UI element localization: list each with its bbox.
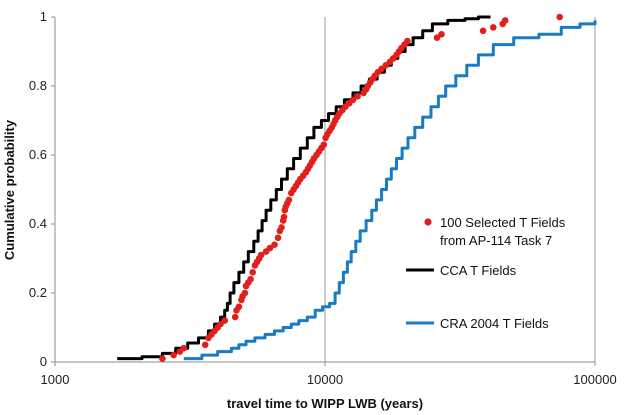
data-point	[320, 141, 328, 148]
data-point	[404, 37, 411, 45]
y-tick-label: 0.6	[29, 147, 47, 162]
grid-lines	[324, 17, 596, 362]
data-point	[247, 275, 254, 283]
data-point	[235, 303, 243, 311]
x-tick-label: 1000	[41, 372, 70, 387]
data-point	[274, 234, 282, 242]
data-point	[170, 351, 177, 359]
legend: 100 Selected T Fields from AP-114 Task 7 C…	[402, 208, 592, 335]
data-point	[241, 289, 249, 297]
data-point	[438, 31, 445, 38]
legend-label: 100 Selected T Fields	[440, 215, 566, 230]
data-point	[285, 196, 293, 204]
data-point	[354, 93, 361, 100]
data-point	[221, 317, 228, 324]
data-point	[159, 355, 166, 362]
legend-label: CCA T Fields	[440, 263, 517, 278]
y-tick-label: 0.4	[29, 216, 47, 231]
data-point	[501, 17, 509, 24]
y-tick-label: 1	[40, 9, 47, 24]
y-axis-title: Cumulative probability	[2, 119, 17, 260]
y-tick-label: 0.8	[29, 78, 47, 93]
y-tick-label: 0.2	[29, 285, 47, 300]
data-point	[180, 344, 188, 352]
legend-backdrop	[402, 208, 592, 250]
x-tick-label: 100000	[573, 372, 616, 387]
data-point	[249, 269, 256, 276]
y-tick-label: 0	[40, 354, 47, 369]
series-scatter-points	[159, 13, 563, 362]
data-point	[201, 341, 209, 349]
series-line-cca-t-fields	[117, 15, 491, 361]
data-point	[280, 213, 288, 221]
x-axis-title: travel time to WIPP LWB (years)	[227, 396, 423, 411]
legend-label: CRA 2004 T Fields	[440, 316, 549, 331]
data-point	[479, 27, 487, 35]
legend-item-100-selected-t-fields-from-ap-114-task-7: 100 Selected T Fields from AP-114 Task 7	[402, 208, 592, 250]
data-point	[433, 34, 441, 41]
legend-item-cra-2004-t-fields: CRA 2004 T Fields	[402, 311, 592, 335]
series-layer	[117, 13, 597, 362]
data-point	[257, 251, 265, 259]
data-point	[278, 224, 285, 231]
data-point	[490, 24, 497, 31]
data-point	[231, 313, 239, 321]
data-point	[271, 241, 278, 248]
data-point	[349, 96, 357, 104]
legend-label: from AP-114 Task 7	[440, 233, 552, 248]
legend-item-cca-t-fields: CCA T Fields	[402, 258, 592, 282]
legend-marker	[424, 218, 432, 226]
tick-labels: 0 0.2 0.4 0.6 0.8 1 1000 10000 100000	[29, 9, 617, 387]
series-line-cra-2004-t-fields	[183, 20, 597, 361]
data-point	[556, 13, 563, 21]
data-point	[266, 244, 274, 252]
x-tick-label: 10000	[307, 372, 343, 387]
